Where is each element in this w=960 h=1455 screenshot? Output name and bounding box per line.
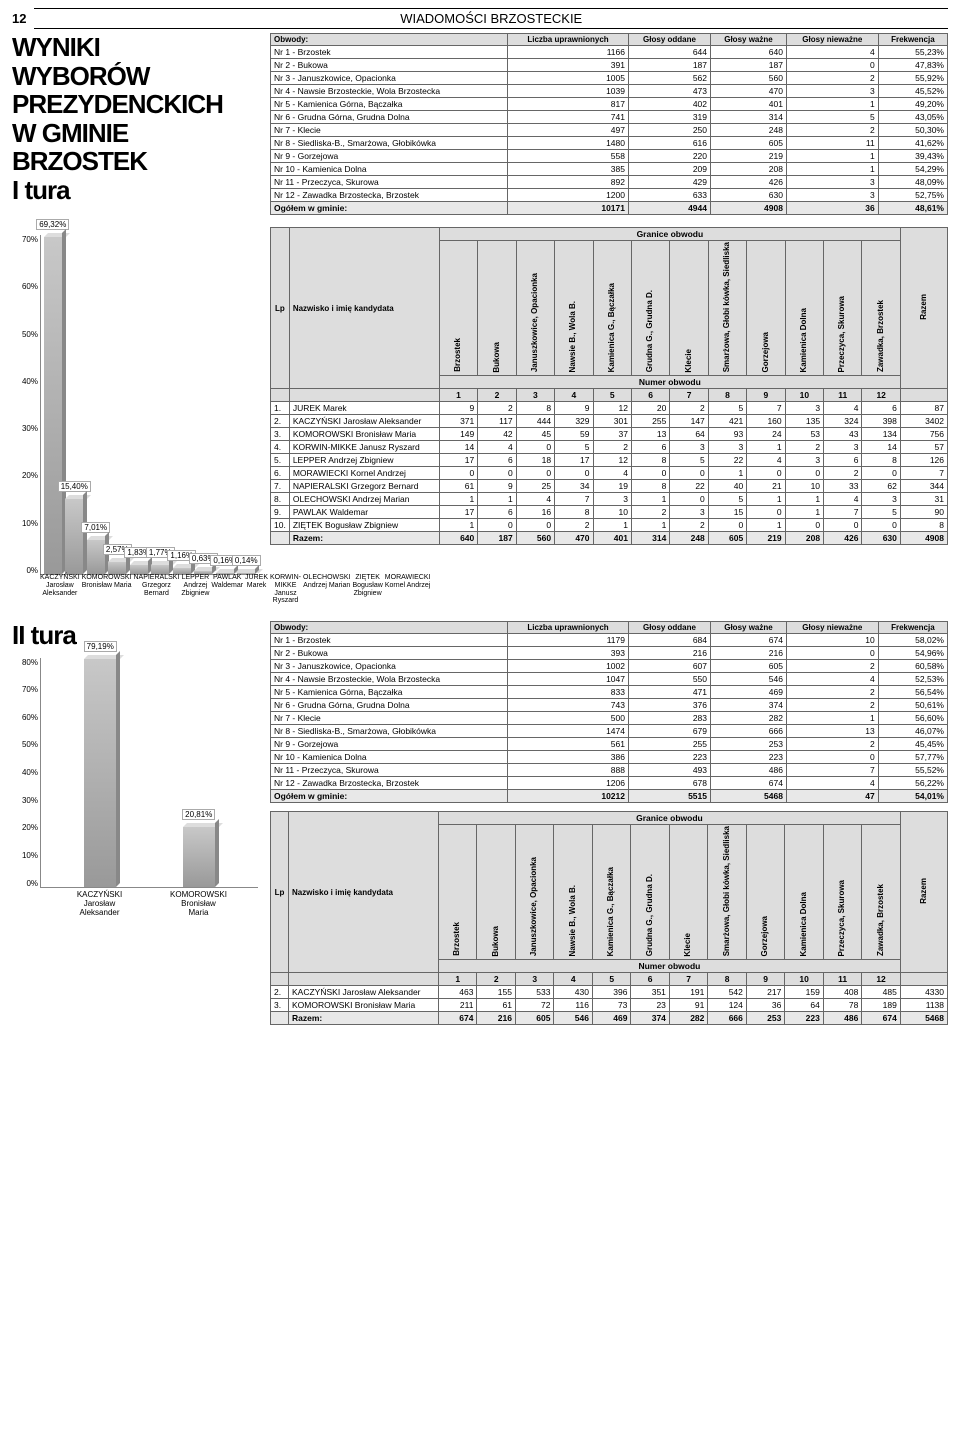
tura2-table2: LpNazwisko i imię kandydataGranice obwod… xyxy=(270,811,948,1025)
tura2-table1: Obwody:Liczba uprawnionychGłosy oddaneGł… xyxy=(270,621,948,803)
tura1-table2: LpNazwisko i imię kandydataGranice obwod… xyxy=(270,227,948,545)
header-title: WIADOMOŚCI BRZOSTECKIE xyxy=(34,8,948,29)
section1-title: WYNIKIWYBORÓWPREZYDENCKICHW GMINIEBRZOST… xyxy=(12,33,262,205)
section2-title: II tura xyxy=(12,621,262,650)
page-number: 12 xyxy=(12,11,26,26)
tura2-chart: 80%70%60%50%40%30%20%10%0% 79,19%20,81% … xyxy=(12,658,262,918)
page-header: 12 WIADOMOŚCI BRZOSTECKIE xyxy=(12,8,948,29)
tura1-table1: Obwody:Liczba uprawnionychGłosy oddaneGł… xyxy=(270,33,948,215)
tura1-chart: 70%60%50%40%30%20%10%0% 69,32%15,40%7,01… xyxy=(12,235,262,605)
